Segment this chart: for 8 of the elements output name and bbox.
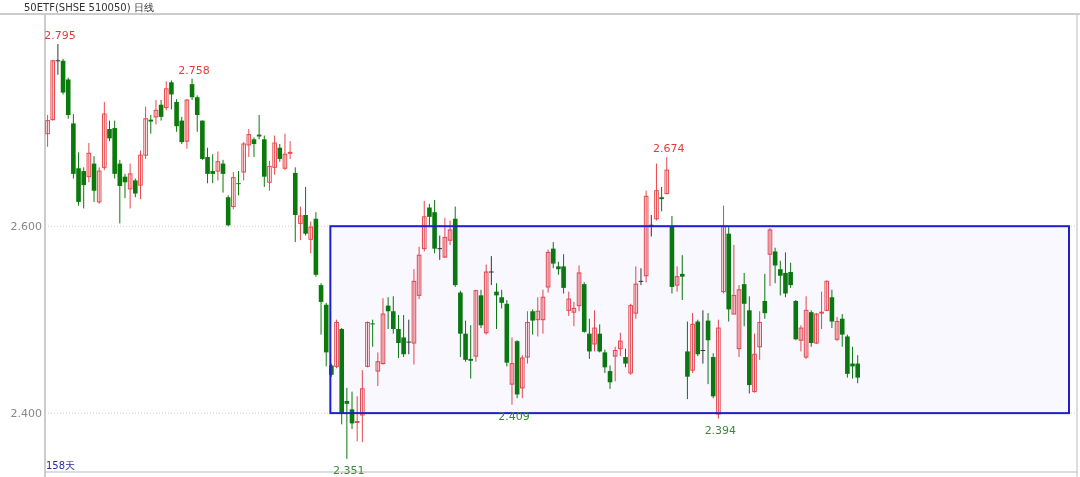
title: 50ETF(SHSE 510050) 日线 [24, 2, 154, 13]
annotation: 158天 [46, 460, 76, 471]
annotation: 2.351 [333, 463, 365, 477]
annotation: 2.409 [498, 409, 530, 423]
annotation: 2.674 [653, 142, 685, 156]
annotation: 2.795 [44, 28, 76, 42]
annotation: 2.394 [704, 423, 737, 437]
annotation: 2.758 [178, 63, 210, 77]
